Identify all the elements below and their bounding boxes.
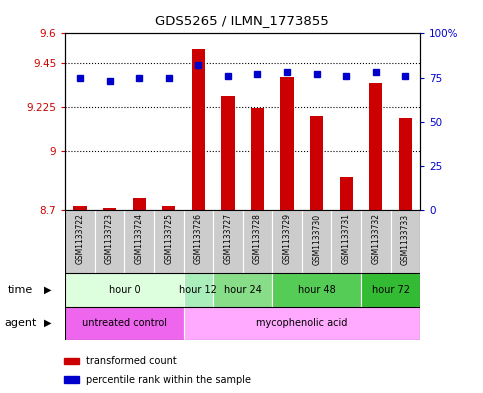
Bar — [213, 273, 272, 307]
Text: hour 24: hour 24 — [224, 285, 262, 295]
Text: ▶: ▶ — [43, 285, 51, 295]
Text: GSM1133732: GSM1133732 — [371, 213, 380, 264]
Bar — [95, 210, 125, 273]
Bar — [331, 210, 361, 273]
Text: hour 72: hour 72 — [371, 285, 410, 295]
Bar — [154, 210, 184, 273]
Bar — [310, 116, 323, 210]
Text: GSM1133730: GSM1133730 — [312, 213, 321, 264]
Text: time: time — [7, 285, 32, 295]
Bar — [73, 206, 86, 210]
Bar — [361, 273, 420, 307]
Bar — [64, 358, 79, 364]
Bar — [221, 96, 235, 210]
Text: GSM1133729: GSM1133729 — [283, 213, 292, 264]
Text: untreated control: untreated control — [82, 318, 167, 328]
Bar — [302, 210, 331, 273]
Bar — [184, 307, 420, 340]
Text: GSM1133733: GSM1133733 — [401, 213, 410, 264]
Bar — [103, 208, 116, 210]
Bar — [65, 273, 184, 307]
Text: GSM1133723: GSM1133723 — [105, 213, 114, 264]
Bar — [162, 206, 175, 210]
Text: GSM1133722: GSM1133722 — [75, 213, 85, 264]
Text: agent: agent — [5, 318, 37, 328]
Text: GSM1133728: GSM1133728 — [253, 213, 262, 264]
Bar — [184, 273, 213, 307]
Bar — [213, 210, 242, 273]
Bar — [65, 210, 95, 273]
Bar — [272, 273, 361, 307]
Text: mycophenolic acid: mycophenolic acid — [256, 318, 348, 328]
Bar — [361, 210, 391, 273]
Bar — [399, 118, 412, 210]
Text: hour 0: hour 0 — [109, 285, 140, 295]
Bar — [391, 210, 420, 273]
Bar — [251, 108, 264, 210]
Bar — [272, 210, 302, 273]
Bar — [340, 177, 353, 210]
Text: GSM1133727: GSM1133727 — [224, 213, 232, 264]
Text: ▶: ▶ — [43, 318, 51, 328]
Bar — [242, 210, 272, 273]
Bar — [132, 198, 146, 210]
Text: percentile rank within the sample: percentile rank within the sample — [86, 375, 251, 385]
Text: GSM1133726: GSM1133726 — [194, 213, 203, 264]
Bar — [65, 307, 184, 340]
Bar — [64, 376, 79, 383]
Text: transformed count: transformed count — [86, 356, 177, 366]
Text: GSM1133724: GSM1133724 — [135, 213, 143, 264]
Bar — [281, 77, 294, 210]
Text: GDS5265 / ILMN_1773855: GDS5265 / ILMN_1773855 — [155, 14, 328, 27]
Text: hour 48: hour 48 — [298, 285, 336, 295]
Text: GSM1133731: GSM1133731 — [342, 213, 351, 264]
Bar — [125, 210, 154, 273]
Bar — [192, 49, 205, 210]
Text: hour 12: hour 12 — [179, 285, 217, 295]
Bar — [369, 83, 383, 210]
Text: GSM1133725: GSM1133725 — [164, 213, 173, 264]
Bar — [184, 210, 213, 273]
